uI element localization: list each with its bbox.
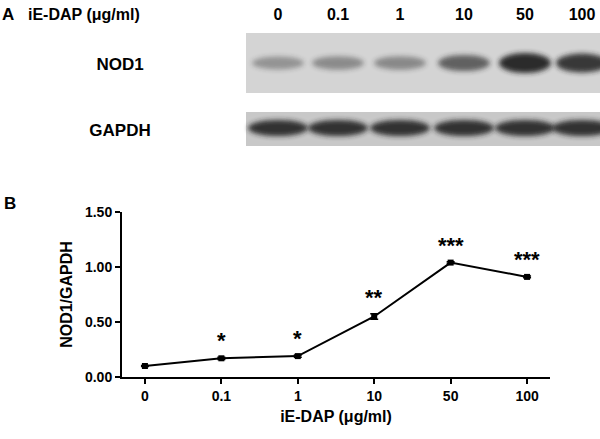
svg-text:***: *** xyxy=(438,233,464,258)
svg-text:100: 100 xyxy=(569,6,596,23)
svg-text:NOD1/GAPDH: NOD1/GAPDH xyxy=(58,241,75,348)
svg-text:0.00: 0.00 xyxy=(85,369,112,385)
svg-text:10: 10 xyxy=(366,388,382,404)
svg-text:100: 100 xyxy=(515,388,539,404)
svg-text:1.00: 1.00 xyxy=(85,259,112,275)
svg-text:iE-DAP (μg/ml): iE-DAP (μg/ml) xyxy=(280,408,392,425)
svg-text:50: 50 xyxy=(516,6,534,23)
svg-text:***: *** xyxy=(514,247,540,272)
svg-text:0.50: 0.50 xyxy=(85,314,112,330)
svg-text:*: * xyxy=(217,328,226,353)
svg-text:0: 0 xyxy=(141,388,149,404)
svg-text:GAPDH: GAPDH xyxy=(89,121,150,140)
svg-text:0.1: 0.1 xyxy=(212,388,232,404)
svg-text:50: 50 xyxy=(443,388,459,404)
svg-text:0: 0 xyxy=(274,6,283,23)
svg-text:0.1: 0.1 xyxy=(327,6,349,23)
svg-text:1: 1 xyxy=(294,388,302,404)
svg-text:*: * xyxy=(293,326,302,351)
svg-text:10: 10 xyxy=(455,6,473,23)
svg-text:A: A xyxy=(2,5,14,24)
svg-text:iE-DAP (μg/ml): iE-DAP (μg/ml) xyxy=(28,6,140,23)
svg-text:**: ** xyxy=(365,285,383,310)
svg-text:1: 1 xyxy=(396,6,405,23)
svg-text:B: B xyxy=(4,194,16,213)
svg-text:1.50: 1.50 xyxy=(85,204,112,220)
svg-text:NOD1: NOD1 xyxy=(96,55,143,74)
